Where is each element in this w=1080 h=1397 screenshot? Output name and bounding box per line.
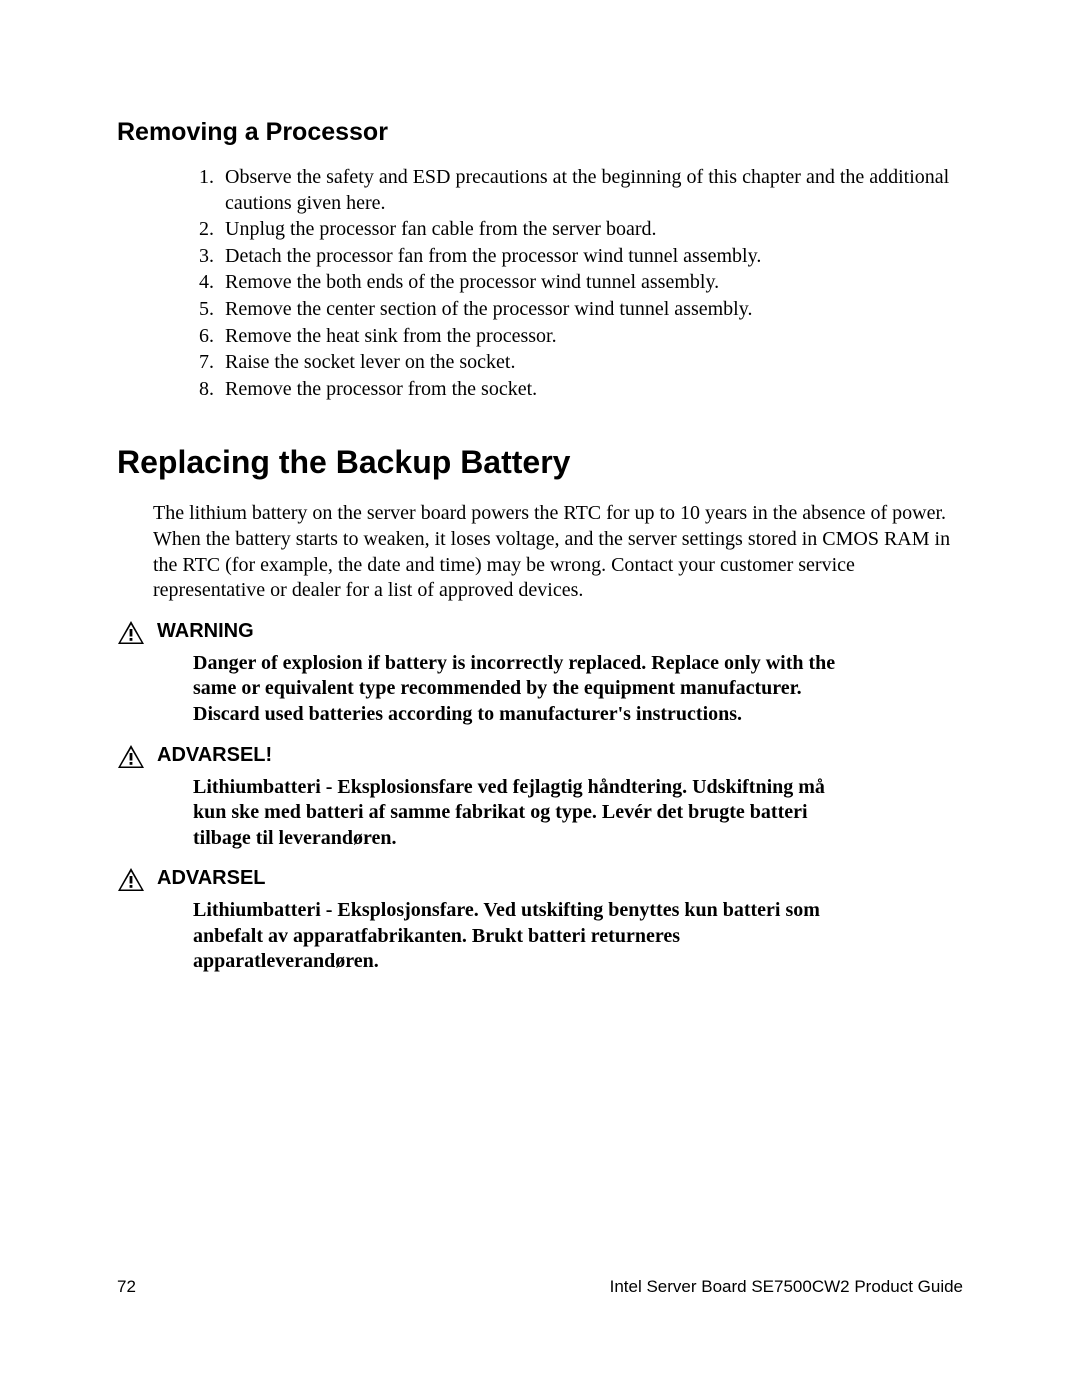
page-footer: 72 Intel Server Board SE7500CW2 Product … <box>117 1277 963 1297</box>
warning-icon <box>117 744 157 852</box>
page-number: 72 <box>117 1277 136 1297</box>
document-title: Intel Server Board SE7500CW2 Product Gui… <box>610 1277 963 1297</box>
procedure-list: Observe the safety and ESD precautions a… <box>189 165 963 402</box>
warning-block: ADVARSEL! Lithiumbatteri - Eksplosionsfa… <box>117 744 963 852</box>
procedure-step: Unplug the processor fan cable from the … <box>219 217 963 243</box>
procedure-step: Remove the center section of the process… <box>219 297 963 323</box>
procedure-step: Observe the safety and ESD precautions a… <box>219 165 963 216</box>
procedure-list-container: Observe the safety and ESD precautions a… <box>117 165 963 402</box>
procedure-step: Raise the socket lever on the socket. <box>219 350 963 376</box>
warning-title: WARNING <box>157 620 963 643</box>
section-heading-replacing-battery: Replacing the Backup Battery <box>117 444 963 481</box>
warning-text: Danger of explosion if battery is incorr… <box>157 651 963 728</box>
warning-title: ADVARSEL! <box>157 744 963 767</box>
procedure-step: Remove the heat sink from the processor. <box>219 324 963 350</box>
warning-block: WARNING Danger of explosion if battery i… <box>117 620 963 728</box>
warning-title: ADVARSEL <box>157 867 963 890</box>
warning-content: WARNING Danger of explosion if battery i… <box>157 620 963 728</box>
section-intro-text: The lithium battery on the server board … <box>117 501 963 603</box>
warning-icon <box>117 867 157 975</box>
warning-block: ADVARSEL Lithiumbatteri - Eksplosjonsfar… <box>117 867 963 975</box>
section-heading-removing-processor: Removing a Processor <box>117 118 963 147</box>
warning-text: Lithiumbatteri - Eksplosionsfare ved fej… <box>157 775 963 852</box>
warning-content: ADVARSEL Lithiumbatteri - Eksplosjonsfar… <box>157 867 963 975</box>
procedure-step: Detach the processor fan from the proces… <box>219 244 963 270</box>
warning-icon <box>117 620 157 728</box>
procedure-step: Remove the processor from the socket. <box>219 377 963 403</box>
warning-content: ADVARSEL! Lithiumbatteri - Eksplosionsfa… <box>157 744 963 852</box>
document-page: Removing a Processor Observe the safety … <box>0 0 1080 975</box>
procedure-step: Remove the both ends of the processor wi… <box>219 270 963 296</box>
warning-text: Lithiumbatteri - Eksplosjonsfare. Ved ut… <box>157 898 963 975</box>
